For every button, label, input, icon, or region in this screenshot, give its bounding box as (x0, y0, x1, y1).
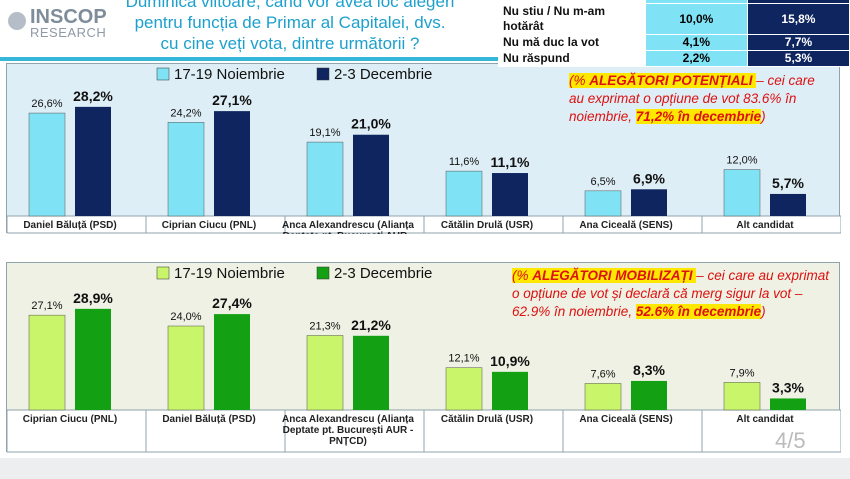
data-label: 5,7% (772, 175, 804, 191)
category-label: Ana Ciceală (SENS) (579, 414, 672, 425)
bar (28, 314, 66, 411)
bar (353, 335, 389, 410)
table-row: Nu stiu / Nu m-am hotărât 10,0% 15,8% (498, 3, 850, 35)
category-label: Daniel Băluță (PSD) (162, 414, 255, 425)
bar (584, 190, 622, 217)
bar (492, 173, 528, 216)
bar (445, 170, 483, 217)
bar (770, 193, 806, 216)
bar (770, 398, 806, 410)
undecided-table: Nu stiu / Nu m-am hotărât 10,0% 15,8% Nu m… (498, 0, 850, 67)
data-label: 3,3% (772, 379, 804, 395)
bar (723, 382, 761, 411)
category-label: Ciprian Ciucu (PNL) (23, 414, 117, 425)
data-label: 28,9% (73, 290, 113, 306)
bar (75, 308, 111, 410)
bar (167, 325, 205, 411)
chart-note: (% ALEGĂTORI MOBILIZAȚI – cei care au ex… (512, 268, 830, 319)
data-label: 7,6% (590, 368, 615, 380)
category-label: Anca Alexandrescu (Alianța (282, 220, 414, 231)
category-label: Cătălin Drulă (USR) (441, 414, 533, 425)
data-label: 19,1% (309, 127, 340, 139)
legend-swatch (316, 67, 330, 81)
bar (28, 112, 66, 217)
data-label: 12,0% (726, 155, 757, 167)
category-label: Alt candidat (736, 414, 794, 425)
data-label: 27,1% (212, 92, 252, 108)
category-label: Cătălin Drulă (USR) (441, 220, 533, 231)
bar (167, 122, 205, 217)
category-label: Ana Ciceală (SENS) (579, 220, 672, 231)
bar (214, 111, 250, 216)
bar (631, 189, 667, 216)
mobilized-voters-chart: 17-19 Noiembrie 2-3 Decembrie 27,1% 28,9% Ci… (6, 262, 841, 453)
question-line: Duminica viitoare, când vor avea loc ale… (125, 0, 455, 11)
chart-note: (% ALEGĂTORI POTENȚIALI – cei care au ex… (569, 73, 815, 124)
category-label: Alt candidat (736, 220, 794, 231)
data-label: 27,4% (212, 295, 252, 311)
bar (445, 367, 483, 411)
question-title: Duminica viitoare, când vor avea loc ale… (120, 0, 460, 54)
bar (214, 314, 250, 410)
category-label: Deptate pt. București AUR - (283, 425, 414, 436)
data-label: 6,5% (590, 176, 615, 188)
data-label: 11,6% (449, 156, 480, 168)
bar (75, 106, 111, 216)
bar (353, 134, 389, 216)
inscop-logo: INSCOP RESEARCH (8, 6, 108, 42)
category-label: Daniel Băluță (PSD) (23, 220, 116, 231)
data-label: 24,2% (170, 107, 201, 119)
bar (492, 371, 528, 410)
data-label: 7,9% (729, 367, 754, 379)
logo-subtext: RESEARCH (30, 25, 107, 40)
data-label: 8,3% (633, 362, 665, 378)
data-label: 11,1% (491, 154, 530, 170)
logo-mark-icon (8, 12, 26, 30)
data-label: 21,3% (309, 320, 340, 332)
table-row: Nu mă duc la vot 4,1% 7,7% (498, 34, 850, 51)
category-label: Anca Alexandrescu (Alianța (282, 414, 414, 425)
potential-voters-chart: 17-19 Noiembrie 2-3 Decembrie 26,6% 28,2% Da… (6, 63, 841, 234)
legend-label: 2-3 Decembrie (334, 66, 432, 83)
data-label: 24,0% (170, 311, 201, 323)
bar (306, 141, 344, 217)
data-label: 21,0% (351, 116, 391, 132)
data-label: 10,9% (490, 353, 530, 369)
data-label: 26,6% (31, 98, 62, 110)
bar (723, 169, 761, 217)
question-line: cu cine veți vota, dintre următorii ? (160, 34, 420, 53)
legend-label: 17-19 Noiembrie (174, 265, 285, 282)
bar (306, 335, 344, 411)
bar (631, 380, 667, 410)
question-line: pentru funcția de Primar al Capitalei, d… (134, 13, 446, 32)
data-label: 21,2% (351, 317, 391, 333)
legend-swatch (156, 266, 170, 280)
legend-swatch (316, 266, 330, 280)
data-label: 6,9% (633, 170, 665, 186)
legend-label: 17-19 Noiembrie (174, 66, 285, 83)
category-label: PNȚCD) (329, 436, 367, 447)
data-label: 12,1% (448, 353, 479, 365)
table-row: Nu răspund 2,2% 5,3% (498, 50, 850, 67)
logo-text: INSCOP (30, 6, 107, 28)
category-label: Deptate pt. București AUR - (283, 231, 414, 234)
bar (584, 383, 622, 411)
page-number: 4/5 (775, 428, 806, 453)
header-divider (0, 57, 850, 61)
legend-label: 2-3 Decembrie (334, 265, 432, 282)
data-label: 28,2% (73, 88, 113, 104)
legend-swatch (156, 67, 170, 81)
chart-svg: 17-19 Noiembrie 2-3 Decembrie 27,1% 28,9% Ci… (7, 265, 841, 453)
data-label: 27,1% (31, 300, 62, 312)
bottom-bar (0, 458, 850, 479)
category-label: Ciprian Ciucu (PNL) (162, 220, 256, 231)
chart-svg: 17-19 Noiembrie 2-3 Decembrie 26,6% 28,2% Da… (7, 66, 841, 234)
